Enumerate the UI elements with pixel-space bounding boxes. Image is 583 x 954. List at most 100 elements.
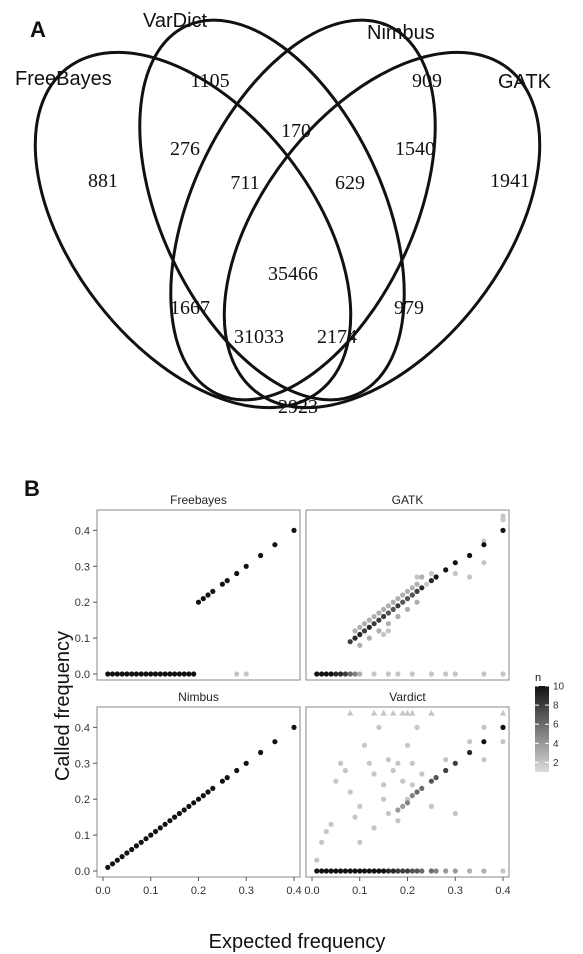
data-point — [467, 739, 473, 745]
venn-region-freebayes-only: 881 — [88, 170, 118, 192]
data-point — [376, 617, 382, 623]
data-point — [390, 599, 396, 605]
data-point — [404, 606, 411, 613]
data-point — [371, 671, 377, 677]
capped-point — [428, 709, 435, 716]
data-point — [428, 868, 434, 874]
venn-region-freebayes-nimbus: 1667 — [170, 297, 210, 319]
legend-tick-label: 10 — [553, 682, 565, 693]
venn-region-freebayes-vardict-nimbus: 711 — [230, 172, 259, 194]
venn-set-label-gatk: GATK — [498, 71, 552, 93]
data-point — [385, 610, 391, 616]
data-point — [191, 671, 197, 677]
data-point — [381, 606, 387, 613]
facet-title: GATK — [392, 493, 424, 507]
data-point — [224, 775, 230, 781]
data-point — [452, 868, 458, 874]
data-point — [414, 599, 420, 605]
data-point — [395, 596, 401, 602]
capped-point — [370, 709, 378, 716]
data-point — [347, 868, 353, 874]
data-point — [467, 868, 473, 874]
venn-region-freebayes-nimbus-gatk: 31033 — [234, 326, 284, 348]
data-point — [414, 789, 420, 795]
data-point — [323, 828, 329, 835]
data-point — [376, 868, 382, 874]
data-point — [138, 839, 144, 845]
data-point — [105, 671, 111, 677]
data-point — [419, 574, 425, 580]
data-point — [371, 613, 377, 620]
data-point — [414, 724, 420, 731]
data-point — [385, 603, 391, 609]
data-point — [400, 778, 406, 784]
y-tick-label: 0.3 — [75, 561, 90, 573]
data-point — [467, 749, 473, 756]
data-point — [443, 757, 449, 763]
data-point — [323, 868, 329, 874]
venn-region-freebayes-vardict-gatk: 2174 — [317, 326, 357, 348]
data-point — [291, 527, 297, 534]
data-point — [400, 599, 406, 605]
data-point — [176, 671, 182, 677]
facet-panel-border — [305, 706, 510, 878]
data-point — [129, 671, 135, 677]
data-point — [143, 836, 149, 842]
data-point — [357, 868, 363, 874]
x-tick-label: 0.0 — [95, 885, 110, 897]
data-point — [319, 839, 325, 845]
data-point — [333, 778, 339, 784]
data-point — [404, 596, 411, 602]
data-point — [409, 868, 415, 874]
data-point — [500, 513, 506, 519]
data-point — [157, 825, 163, 831]
data-point — [395, 818, 401, 824]
data-point — [205, 789, 211, 795]
venn-set-label-vardict: VarDict — [143, 10, 208, 32]
venn-set-label-freebayes: FreeBayes — [15, 68, 112, 90]
data-point — [443, 567, 449, 573]
y-tick-label: 0.2 — [75, 597, 90, 609]
venn-region-vardict-nimbus-gatk: 629 — [335, 172, 365, 194]
x-tick-label: 0.3 — [239, 885, 254, 897]
data-point — [109, 671, 116, 677]
data-point — [352, 671, 358, 677]
data-point — [357, 631, 363, 638]
data-point — [409, 782, 415, 788]
data-point — [400, 803, 406, 810]
data-point — [357, 803, 363, 810]
data-point — [314, 671, 320, 677]
data-point — [467, 574, 473, 580]
data-point — [272, 542, 278, 548]
facet-title: Vardict — [389, 690, 426, 704]
panel-label-a: A — [30, 17, 46, 42]
data-point — [381, 782, 387, 788]
data-point — [157, 671, 163, 677]
panel-label-b: B — [24, 476, 40, 501]
data-point — [323, 671, 329, 677]
data-point — [176, 810, 182, 817]
data-point — [319, 671, 325, 677]
data-point — [366, 617, 372, 623]
faceted-scatter-plot: Freebayes 0.0 0.1 0.2 0.3 0.4 GATK Nimbus 0.0 0.1… — [75, 493, 511, 897]
data-point — [133, 843, 139, 849]
data-point — [234, 767, 240, 774]
data-point — [338, 671, 344, 677]
data-point — [234, 671, 240, 677]
legend-title: n — [535, 672, 541, 684]
data-point — [172, 671, 178, 677]
data-point — [195, 796, 202, 802]
data-point — [162, 821, 168, 827]
data-point — [191, 800, 197, 806]
data-point — [390, 606, 396, 613]
data-point — [124, 671, 130, 677]
venn-region-freebayes-vardict: 276 — [170, 138, 200, 160]
data-point — [400, 592, 406, 598]
data-point — [205, 592, 211, 598]
legend-tick-label: 2 — [553, 758, 559, 769]
capped-point — [399, 709, 406, 716]
data-point — [385, 628, 391, 634]
data-point — [404, 796, 411, 802]
venn-region-vardict-nimbus: 170 — [281, 120, 311, 142]
data-point — [210, 785, 216, 792]
